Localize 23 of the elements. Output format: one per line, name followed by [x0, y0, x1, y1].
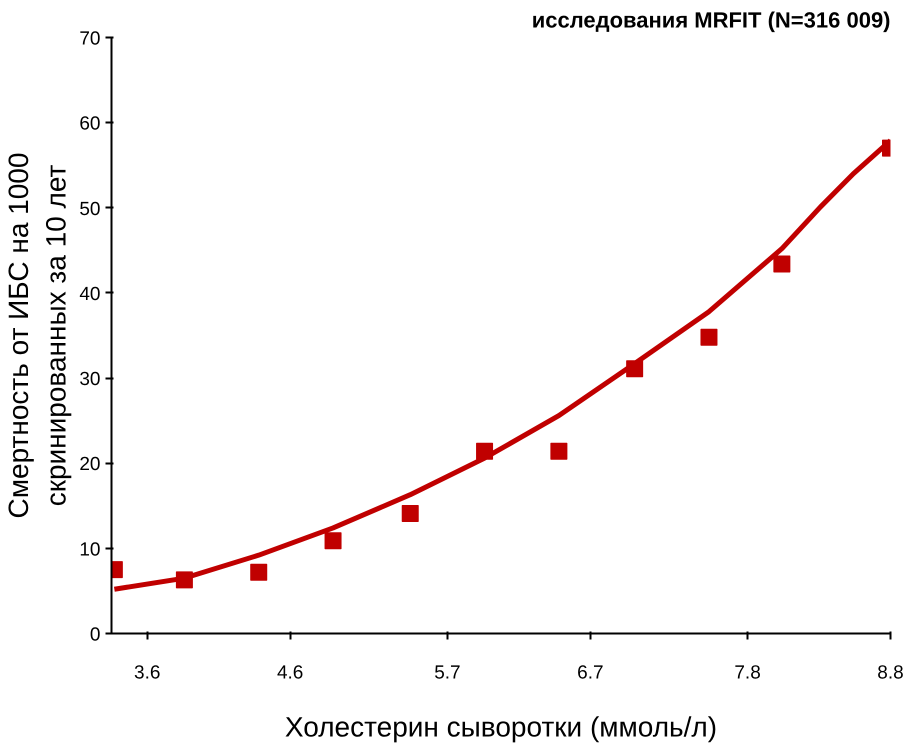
x-tick-label: 6.7	[577, 662, 604, 684]
x-tick-label: 8.8	[877, 662, 904, 684]
x-tick-label: 3.6	[134, 662, 160, 684]
point	[324, 532, 342, 550]
point	[700, 328, 718, 346]
y-tick-label: 50	[79, 198, 101, 220]
point	[550, 442, 568, 460]
y-tick-label: 0	[90, 624, 101, 646]
y-tick-label: 20	[79, 454, 101, 476]
point	[250, 564, 268, 581]
y-tick-label: 40	[79, 284, 101, 305]
y-tick-label: 10	[79, 539, 101, 560]
y-tick-label: 30	[79, 369, 101, 390]
y-axis-title: Смертность от ИБС на 1000 скринированных за 10 лет	[3, 152, 72, 518]
point	[773, 255, 790, 272]
x-tick-label: 7.8	[734, 662, 761, 684]
x-tick-label: 5.7	[434, 662, 461, 684]
chart-title: исследования MRFIT (N=316 009)	[532, 8, 891, 32]
y-tick-label: 60	[79, 114, 101, 135]
x-axis-title: Холестерин сыворотки (ммоль/л)	[284, 712, 718, 742]
y-tick-label: 70	[79, 28, 101, 50]
point	[402, 504, 419, 522]
x-tick-label: 4.6	[276, 662, 304, 684]
